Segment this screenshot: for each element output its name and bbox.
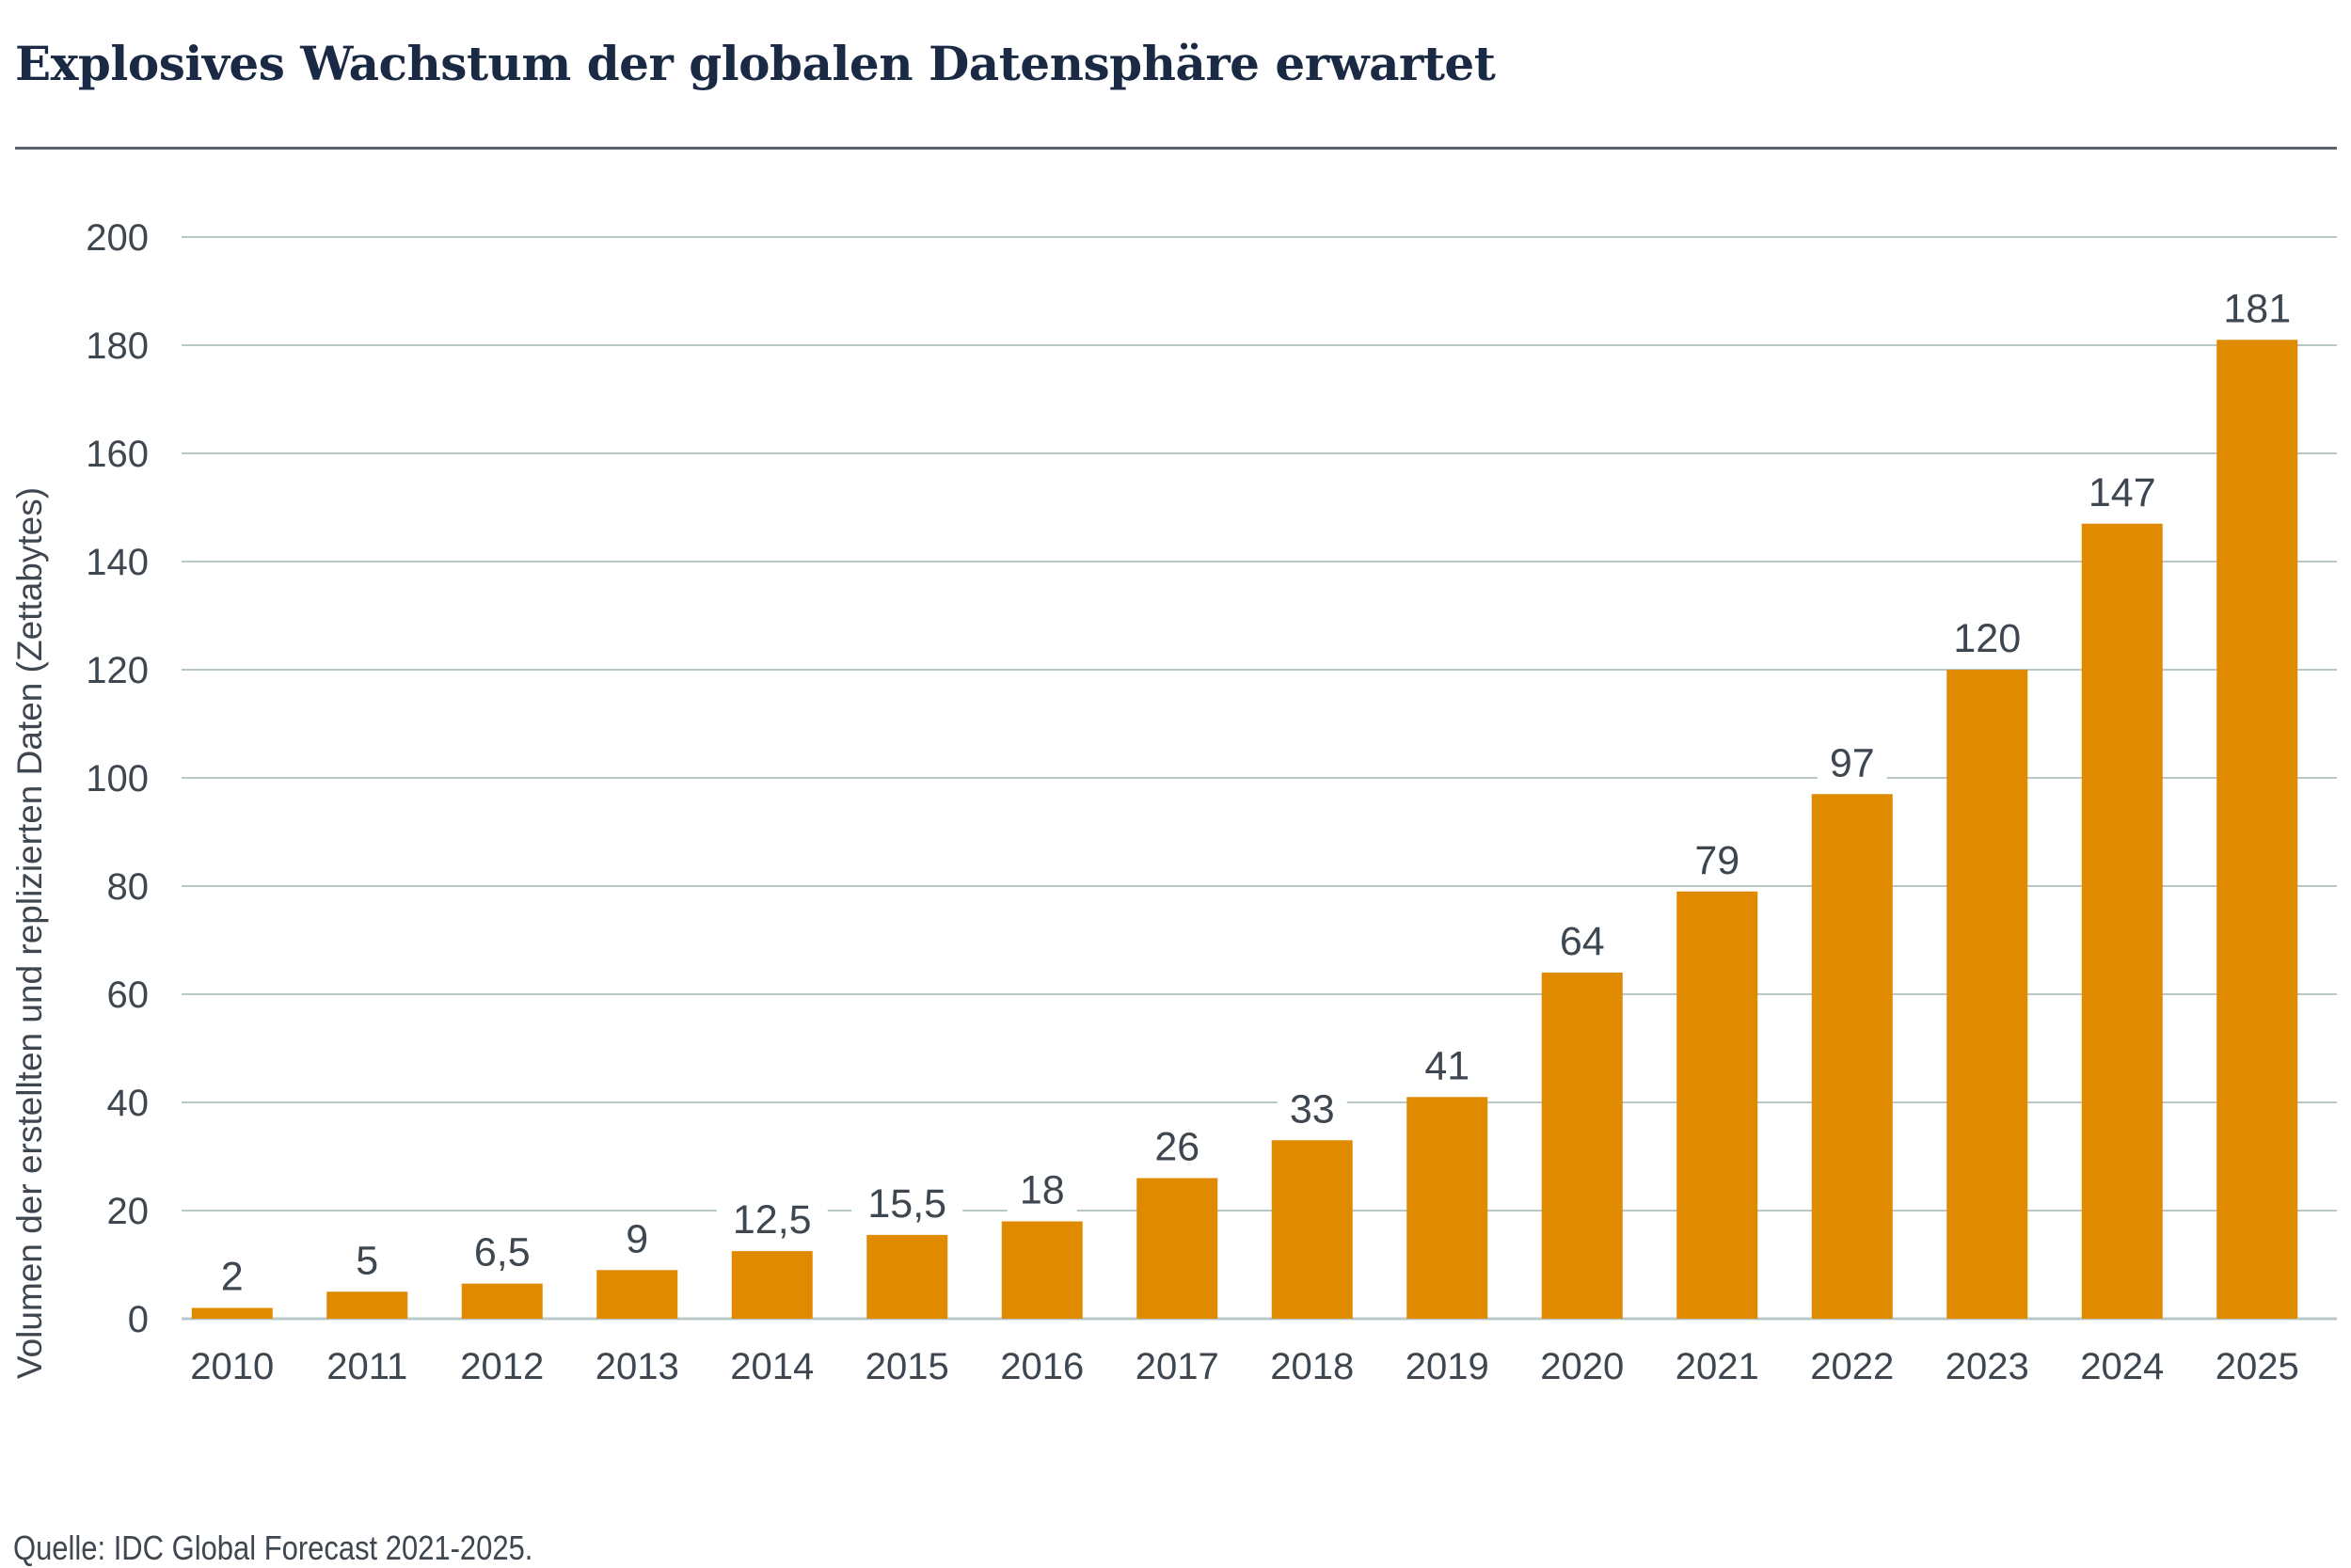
- data-label-background: [2076, 468, 2168, 515]
- data-label: 12,5: [733, 1197, 812, 1243]
- data-label-background: [2212, 285, 2303, 331]
- y-tick-label: 140: [86, 542, 149, 583]
- x-tick-label: 2015: [866, 1346, 949, 1387]
- x-tick-labels: 2010 2011 2012 2013 2014 2015 2016 2017 2018 2019…: [190, 1346, 2298, 1387]
- x-tick-label: 2019: [1406, 1346, 1489, 1387]
- bar: [731, 1251, 813, 1319]
- data-label: 181: [2223, 286, 2291, 331]
- data-labels: 2 5 6,5 9 12,5 15,5 18 26 33 41 64 79 97 120 147 181: [207, 285, 2303, 1300]
- data-label: 79: [1694, 838, 1739, 883]
- bar: [596, 1270, 678, 1319]
- bar: [1811, 794, 1893, 1319]
- bar: [1541, 973, 1623, 1319]
- data-label-background: [716, 1196, 828, 1243]
- bar: [1271, 1140, 1353, 1319]
- bar: [1946, 670, 2028, 1319]
- data-label: 97: [1830, 740, 1875, 785]
- y-tick-label: 80: [107, 866, 150, 908]
- x-tick-label: 2018: [1270, 1346, 1354, 1387]
- data-label: 6,5: [474, 1230, 531, 1275]
- data-label: 2: [221, 1255, 244, 1300]
- x-tick-label: 2017: [1136, 1346, 1219, 1387]
- x-tick-label: 2010: [190, 1346, 274, 1387]
- bar: [1136, 1178, 1218, 1319]
- y-tick-label: 40: [107, 1083, 150, 1124]
- data-label: 33: [1290, 1086, 1335, 1132]
- y-tick-label: 100: [86, 758, 149, 800]
- data-label-background: [456, 1228, 548, 1275]
- data-label: 26: [1154, 1125, 1199, 1170]
- data-label: 18: [1020, 1168, 1065, 1213]
- x-tick-label: 2024: [2080, 1346, 2164, 1387]
- data-label: 15,5: [867, 1181, 946, 1227]
- data-label-background: [1817, 739, 1887, 785]
- data-label-background: [207, 1253, 257, 1299]
- data-label: 5: [356, 1238, 378, 1283]
- bar: [1676, 891, 1758, 1319]
- data-label: 147: [2089, 470, 2156, 515]
- x-tick-label: 2023: [1946, 1346, 2029, 1387]
- data-label: 120: [1953, 616, 2021, 661]
- bar: [2081, 523, 2163, 1319]
- x-tick-label: 2014: [730, 1346, 814, 1387]
- y-axis-label: Volumen der erstellten und replizierten …: [10, 487, 49, 1379]
- x-tick-label: 2012: [460, 1346, 544, 1387]
- x-tick-label: 2025: [2216, 1346, 2299, 1387]
- data-label-background: [1547, 918, 1617, 963]
- bar: [866, 1234, 948, 1319]
- data-label-background: [1942, 615, 2033, 660]
- title-divider: [15, 147, 2337, 150]
- data-label-background: [612, 1215, 662, 1261]
- x-tick-label: 2011: [326, 1346, 407, 1387]
- data-label-background: [851, 1180, 963, 1226]
- bar: [461, 1283, 543, 1319]
- data-label: 9: [626, 1216, 648, 1261]
- y-tick-label: 200: [86, 217, 149, 259]
- data-label-background: [342, 1237, 392, 1283]
- bar: [191, 1307, 273, 1319]
- y-tick-label: 20: [107, 1191, 150, 1232]
- y-tick-label: 120: [86, 650, 149, 691]
- source-note: Quelle: IDC Global Forecast 2021-2025.: [13, 1528, 533, 1567]
- bar: [1001, 1221, 1083, 1319]
- chart-title: Explosives Wachstum der globalen Datensp…: [15, 36, 1496, 91]
- bar: [2216, 340, 2298, 1319]
- bar: [1406, 1097, 1488, 1319]
- bar: [326, 1291, 408, 1319]
- data-label: 64: [1560, 919, 1605, 964]
- data-label-background: [1007, 1166, 1077, 1212]
- x-tick-label: 2013: [596, 1346, 679, 1387]
- bars: [191, 340, 2298, 1319]
- x-tick-label: 2021: [1676, 1346, 1759, 1387]
- y-tick-label: 0: [128, 1299, 149, 1340]
- data-label: 41: [1424, 1043, 1469, 1088]
- data-label-background: [1412, 1042, 1483, 1088]
- x-tick-label: 2020: [1540, 1346, 1624, 1387]
- y-tick-label: 60: [107, 974, 150, 1016]
- data-label-background: [1277, 1085, 1347, 1132]
- x-tick-label: 2022: [1810, 1346, 1894, 1387]
- y-tick-labels: 0 20 40 60 80 100 120 140 160 180 200: [86, 217, 149, 1340]
- data-label-background: [1682, 836, 1753, 882]
- y-tick-label: 180: [86, 325, 149, 367]
- x-tick-label: 2016: [1000, 1346, 1084, 1387]
- y-tick-label: 160: [86, 434, 149, 475]
- data-label-background: [1142, 1123, 1213, 1169]
